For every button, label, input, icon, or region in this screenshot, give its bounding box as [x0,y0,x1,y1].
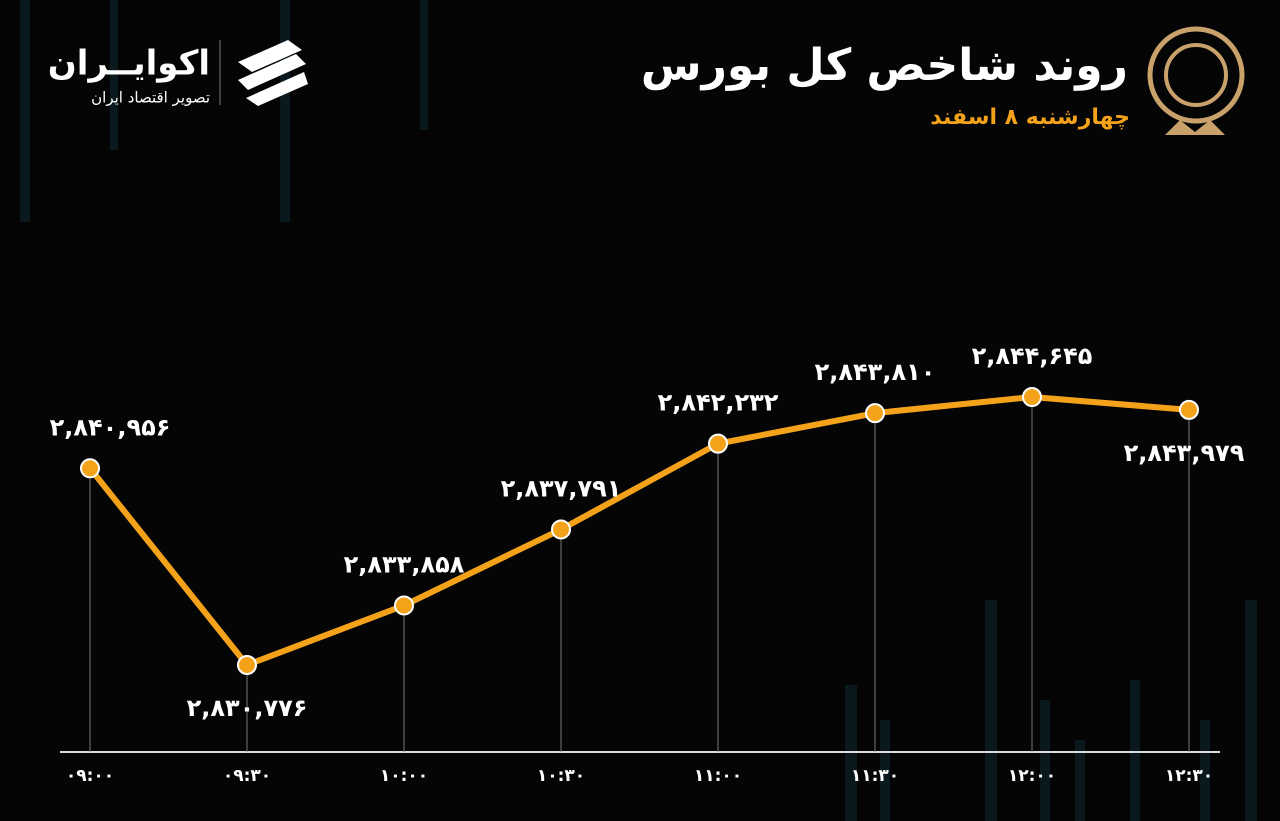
data-label: ۲,۸۴۴,۶۴۵ [972,342,1093,370]
x-tick-label: ۰۹:۰۰ [66,766,114,786]
point [551,519,571,540]
logo [219,40,308,106]
point [865,403,885,424]
x-tick-label: ۱۱:۰۰ [694,766,742,786]
x-tick-label: ۱۱:۳۰ [851,766,899,786]
chart-subtitle: چهارشنبه ۸ اسفند [930,105,1130,130]
data-label: ۲,۸۴۲,۲۳۲ [658,389,779,417]
point [394,595,414,616]
x-tick-label: ۱۰:۰۰ [380,766,428,786]
x-tick-label: ۱۰:۳۰ [537,766,585,786]
chart-title: روند شاخص کل بورس [641,40,1128,91]
point [80,458,100,479]
emblem [1147,26,1245,135]
brand-name: اکوایــران [48,44,210,84]
data-label: ۲,۸۳۷,۷۹۱ [501,474,622,502]
data-label: ۲,۸۳۰,۷۷۶ [187,694,308,722]
data-label: ۲,۸۴۳,۸۱۰ [815,358,936,386]
point [237,655,257,675]
background-bars [20,0,1257,821]
data-label: ۲,۸۳۳,۸۵۸ [344,550,465,578]
brand-tagline: تصویر اقتصاد ایران [91,89,210,107]
x-tick-label: ۱۲:۰۰ [1008,766,1056,786]
x-tick-label: ۰۹:۳۰ [223,766,271,786]
point [1022,387,1042,407]
point [708,433,728,454]
point [1179,399,1199,420]
line [87,394,1190,668]
data-label: ۲,۸۴۰,۹۵۶ [50,413,171,441]
x-tick-label: ۱۲:۳۰ [1165,766,1213,786]
data-label: ۲,۸۴۳,۹۷۹ [1124,439,1245,467]
